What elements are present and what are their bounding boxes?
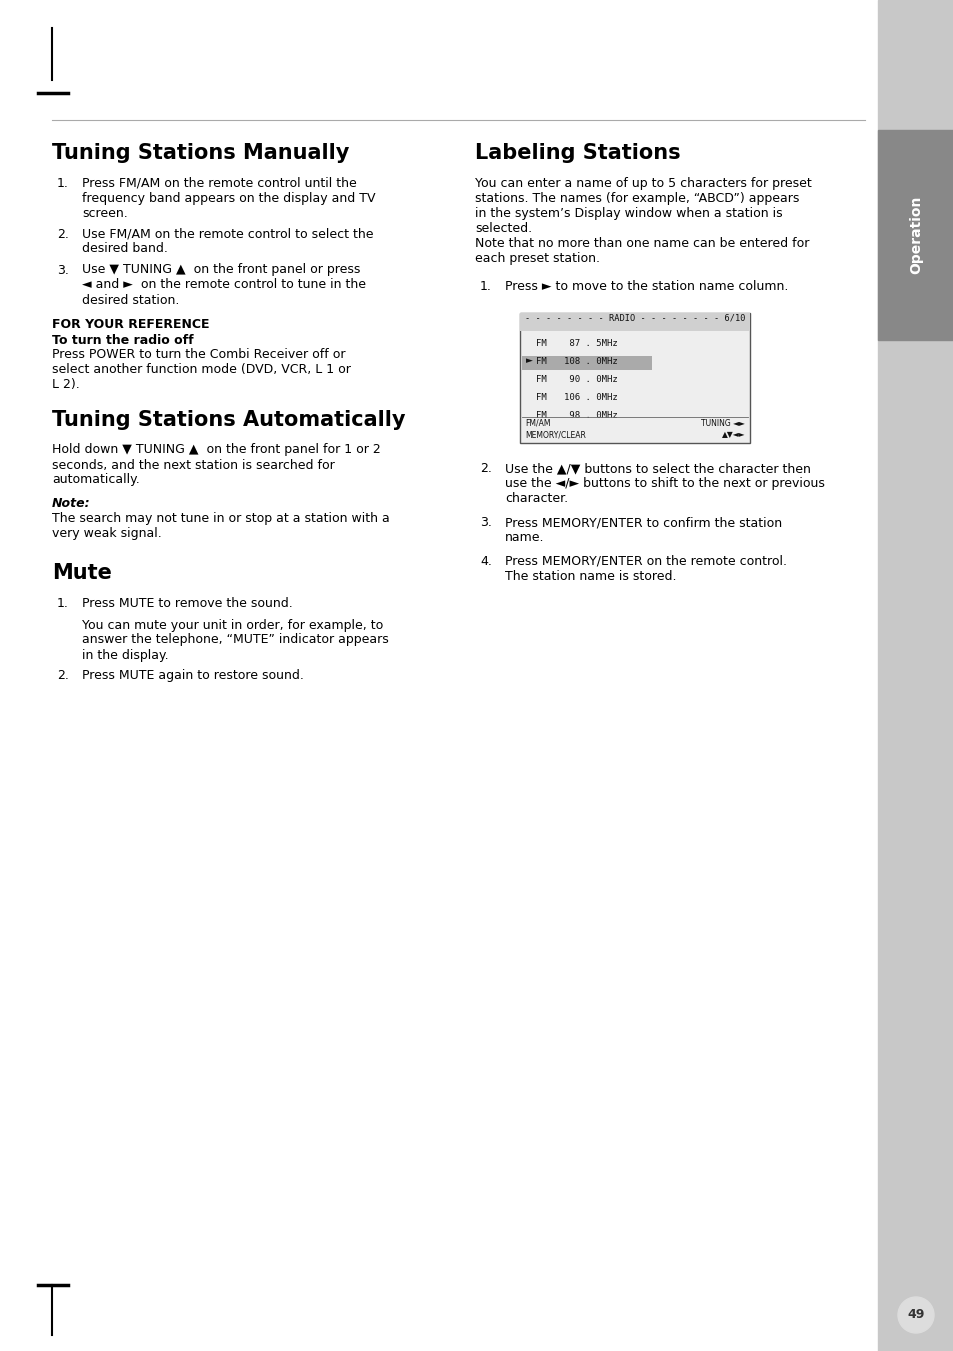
Text: You can mute your unit in order, for example, to
answer the telephone, “MUTE” in: You can mute your unit in order, for exa… (82, 619, 388, 662)
Text: Use ▼ TUNING ▲  on the front panel or press
◄ and ►  on the remote control to tu: Use ▼ TUNING ▲ on the front panel or pre… (82, 263, 366, 307)
Text: To turn the radio off: To turn the radio off (52, 334, 193, 347)
Text: Mute: Mute (52, 563, 112, 584)
Text: 4.: 4. (479, 555, 492, 567)
Text: Press MEMORY/ENTER to confirm the station
name.: Press MEMORY/ENTER to confirm the statio… (504, 516, 781, 544)
Text: Press MEMORY/ENTER on the remote control.
The station name is stored.: Press MEMORY/ENTER on the remote control… (504, 555, 786, 584)
Text: Press ► to move to the station name column.: Press ► to move to the station name colu… (504, 280, 787, 293)
Text: 98 . 0MHz: 98 . 0MHz (563, 411, 618, 420)
Text: 49: 49 (906, 1309, 923, 1321)
Text: 2.: 2. (57, 669, 69, 682)
Text: FM: FM (536, 357, 546, 366)
Text: 1.: 1. (57, 177, 69, 190)
Text: 1.: 1. (479, 280, 492, 293)
Text: Note:: Note: (52, 497, 91, 509)
Text: TUNING ◄►: TUNING ◄► (700, 419, 744, 427)
Text: The search may not tune in or stop at a station with a
very weak signal.: The search may not tune in or stop at a … (52, 512, 390, 540)
Text: Operation: Operation (908, 196, 923, 274)
Text: Press MUTE to remove the sound.: Press MUTE to remove the sound. (82, 597, 293, 611)
Text: FM/AM: FM/AM (524, 419, 550, 427)
Text: 3.: 3. (479, 516, 492, 530)
Text: Use the ▲/▼ buttons to select the character then
use the ◄/► buttons to shift to: Use the ▲/▼ buttons to select the charac… (504, 462, 824, 505)
Text: 2.: 2. (479, 462, 492, 476)
Text: FM: FM (536, 411, 546, 420)
Text: 108 . 0MHz: 108 . 0MHz (563, 357, 618, 366)
Text: FM: FM (536, 339, 546, 347)
Text: 2.: 2. (57, 227, 69, 240)
Text: Hold down ▼ TUNING ▲  on the front panel for 1 or 2
seconds, and the next statio: Hold down ▼ TUNING ▲ on the front panel … (52, 443, 380, 486)
Text: MEMORY/CLEAR: MEMORY/CLEAR (524, 431, 585, 439)
Text: FOR YOUR REFERENCE: FOR YOUR REFERENCE (52, 317, 210, 331)
Bar (877, 130, 953, 340)
Bar (877, 0, 953, 1351)
Text: Tuning Stations Manually: Tuning Stations Manually (52, 143, 349, 163)
Text: 3.: 3. (57, 263, 69, 277)
Text: Tuning Stations Automatically: Tuning Stations Automatically (52, 409, 405, 430)
Bar (519, 312, 749, 443)
Text: Use FM/AM on the remote control to select the
desired band.: Use FM/AM on the remote control to selec… (82, 227, 374, 255)
Text: ►: ► (525, 357, 533, 366)
Text: Press POWER to turn the Combi Receiver off or
select another function mode (DVD,: Press POWER to turn the Combi Receiver o… (52, 349, 351, 390)
Text: - - - - - - - - RADIO - - - - - - - - 6/10: - - - - - - - - RADIO - - - - - - - - 6/… (524, 313, 744, 323)
Circle shape (897, 1297, 933, 1333)
Text: FM: FM (536, 393, 546, 401)
Text: 1.: 1. (57, 597, 69, 611)
Text: Press FM/AM on the remote control until the
frequency band appears on the displa: Press FM/AM on the remote control until … (82, 177, 375, 220)
Text: You can enter a name of up to 5 characters for preset
stations. The names (for e: You can enter a name of up to 5 characte… (475, 177, 811, 265)
Bar (519, 312, 749, 331)
Bar (521, 355, 651, 370)
Text: Press MUTE again to restore sound.: Press MUTE again to restore sound. (82, 669, 304, 682)
Text: ▲▼◄►: ▲▼◄► (720, 431, 744, 439)
Text: 87 . 5MHz: 87 . 5MHz (563, 339, 618, 347)
Text: Labeling Stations: Labeling Stations (475, 143, 679, 163)
Text: FM: FM (536, 374, 546, 384)
Text: 90 . 0MHz: 90 . 0MHz (563, 374, 618, 384)
Text: 106 . 0MHz: 106 . 0MHz (563, 393, 618, 401)
